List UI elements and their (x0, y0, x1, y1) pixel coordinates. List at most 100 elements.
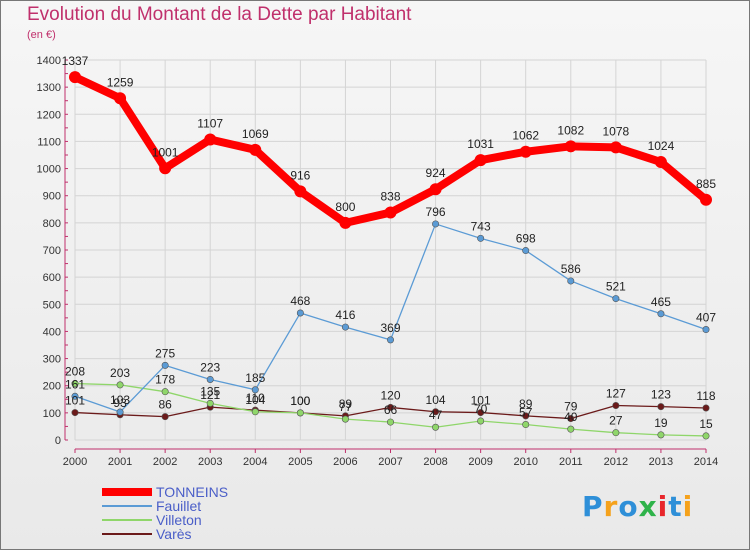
x-tick-label: 2007 (378, 456, 402, 468)
data-point (612, 429, 620, 437)
data-point (522, 412, 530, 420)
data-point (296, 309, 304, 317)
y-tick-label: 900 (43, 191, 61, 203)
data-point (567, 415, 575, 423)
legend-swatch (102, 505, 152, 507)
data-point (429, 183, 442, 196)
x-tick-label: 2008 (423, 456, 447, 468)
data-label: 275 (155, 346, 175, 360)
legend-label: Fauillet (156, 498, 202, 514)
data-point (296, 409, 304, 417)
x-tick-label: 2012 (604, 456, 628, 468)
data-label: 27 (609, 414, 623, 428)
data-label: 121 (200, 388, 220, 402)
data-point (432, 220, 440, 228)
data-label: 120 (380, 388, 400, 402)
data-label: 924 (426, 166, 446, 180)
data-point (71, 392, 79, 400)
data-label: 93 (113, 396, 127, 410)
data-label: 101 (65, 394, 85, 408)
y-tick-label: 500 (43, 299, 61, 311)
x-tick-label: 2014 (694, 456, 718, 468)
data-point (609, 141, 622, 154)
y-tick-label: 0 (55, 435, 61, 447)
data-label: 1078 (603, 124, 630, 138)
y-tick-label: 1400 (37, 55, 61, 67)
logo-letter: x (638, 490, 658, 523)
data-label: 1001 (152, 145, 179, 159)
data-label: 101 (471, 394, 491, 408)
data-point (206, 375, 214, 383)
data-point (657, 431, 665, 439)
data-point (702, 404, 710, 412)
y-tick-label: 1100 (37, 136, 61, 148)
data-label: 57 (519, 406, 533, 420)
data-point (654, 156, 667, 169)
data-label: 1024 (648, 139, 675, 153)
x-tick-label: 2003 (198, 456, 222, 468)
data-label: 1337 (62, 54, 89, 68)
logo-letter: i (657, 490, 669, 523)
logo-letter: t (668, 490, 683, 523)
data-label: 1069 (242, 127, 269, 141)
logo-letter: P (582, 490, 604, 523)
logo-letter: o (618, 490, 639, 523)
data-label: 369 (380, 321, 400, 335)
data-point (161, 388, 169, 396)
y-tick-label: 1200 (37, 109, 61, 121)
data-label: 100 (290, 394, 310, 408)
legend-label: Varès (156, 526, 192, 542)
data-label: 1082 (557, 123, 584, 137)
data-label: 86 (158, 398, 172, 412)
data-label: 407 (696, 311, 716, 325)
data-label: 100 (290, 394, 310, 408)
data-label: 79 (564, 400, 578, 414)
logo-letter: i (682, 490, 694, 523)
data-label: 1062 (512, 129, 539, 143)
legend-item-Varès: Varès (102, 526, 192, 542)
data-label: 123 (651, 388, 671, 402)
y-tick-label: 400 (43, 326, 61, 338)
legend-swatch (102, 488, 152, 496)
data-label: 118 (696, 389, 715, 403)
data-point (71, 380, 79, 388)
data-label: 916 (290, 168, 310, 182)
data-label: 1107 (197, 117, 223, 131)
y-tick-label: 100 (43, 408, 61, 420)
data-label: 89 (339, 397, 353, 411)
data-point (567, 277, 575, 285)
chart-subtitle: (en €) (27, 29, 56, 41)
data-point (114, 92, 127, 105)
legend-item-TONNEINS: TONNEINS (102, 484, 228, 500)
x-tick-label: 2004 (243, 456, 267, 468)
data-label: 796 (426, 205, 446, 219)
data-label: 104 (245, 393, 265, 407)
data-label: 161 (65, 377, 85, 391)
data-point (477, 409, 485, 417)
data-label: 70 (474, 402, 488, 416)
data-point (161, 413, 169, 421)
data-point (657, 403, 665, 411)
data-label: 521 (606, 280, 626, 294)
data-point (251, 386, 259, 394)
x-tick-label: 2000 (63, 456, 87, 468)
data-label: 185 (245, 371, 265, 385)
data-label: 1031 (467, 137, 494, 151)
data-label: 465 (651, 295, 671, 309)
legend-item-Villeton: Villeton (102, 512, 202, 528)
data-point (69, 71, 81, 84)
data-point (384, 206, 397, 219)
data-point (339, 216, 352, 229)
y-tick-label: 200 (43, 381, 61, 393)
legend-label: Villeton (156, 512, 202, 528)
data-label: 838 (380, 190, 400, 204)
data-point (206, 399, 214, 407)
data-point (116, 408, 124, 416)
data-point (567, 425, 575, 433)
x-tick-label: 2011 (559, 456, 583, 468)
data-label: 416 (335, 308, 355, 322)
data-label: 203 (110, 366, 130, 380)
data-point (519, 145, 532, 158)
x-tick-label: 2006 (333, 456, 357, 468)
